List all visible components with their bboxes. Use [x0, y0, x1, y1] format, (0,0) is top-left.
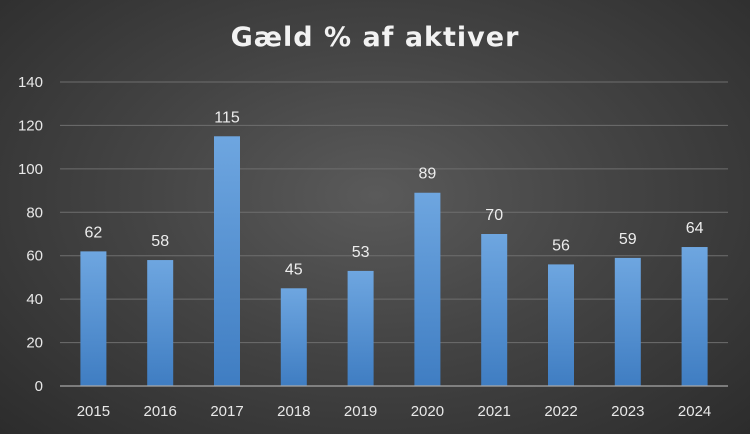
x-tick-label-2023: 2023 [611, 403, 644, 420]
bar-2019 [348, 271, 374, 386]
x-tick-label-2022: 2022 [544, 403, 577, 420]
bar-2024 [682, 247, 708, 386]
data-label-2024: 64 [686, 220, 704, 237]
bar-2020 [414, 193, 440, 386]
bar-2021 [481, 234, 507, 386]
x-tick-label-2016: 2016 [144, 403, 177, 420]
x-tick-label-2020: 2020 [411, 403, 444, 420]
x-tick-label-2018: 2018 [277, 403, 310, 420]
chart-title: Gæld % af aktiver [231, 22, 520, 53]
y-tick-label: 60 [26, 248, 43, 265]
y-axis-ticks: 0 20 40 60 80 100 120 140 [18, 74, 43, 395]
bar-2017 [214, 136, 240, 386]
x-tick-label-2019: 2019 [344, 403, 377, 420]
data-label-2023: 59 [619, 231, 637, 248]
data-label-2016: 58 [151, 233, 169, 250]
data-label-2018: 45 [285, 261, 303, 278]
data-label-2019: 53 [352, 244, 370, 261]
x-tick-label-2021: 2021 [478, 403, 511, 420]
x-tick-label-2024: 2024 [678, 403, 711, 420]
data-label-2020: 89 [419, 166, 437, 183]
data-labels: 62 58 115 45 53 89 70 56 59 64 [85, 109, 704, 278]
x-tick-label-2017: 2017 [210, 403, 243, 420]
x-tick-label-2015: 2015 [77, 403, 110, 420]
bar-2018 [281, 288, 307, 386]
data-label-2017: 115 [214, 109, 240, 126]
y-tick-label: 100 [18, 161, 43, 178]
y-tick-label: 80 [26, 204, 43, 221]
y-tick-label: 20 [26, 335, 43, 352]
bar-2023 [615, 258, 641, 386]
data-label-2015: 62 [85, 224, 103, 241]
bar-2022 [548, 264, 574, 386]
bars [80, 136, 707, 386]
bar-2015 [80, 251, 106, 386]
data-label-2021: 70 [485, 207, 503, 224]
y-tick-label: 120 [18, 117, 43, 134]
y-tick-label: 0 [35, 378, 43, 395]
x-axis-ticks: 2015 2016 2017 2018 2019 2020 2021 2022 2023 2024 [77, 403, 712, 420]
bar-2016 [147, 260, 173, 386]
data-label-2022: 56 [552, 237, 570, 254]
y-tick-label: 140 [18, 74, 43, 91]
y-tick-label: 40 [26, 291, 43, 308]
